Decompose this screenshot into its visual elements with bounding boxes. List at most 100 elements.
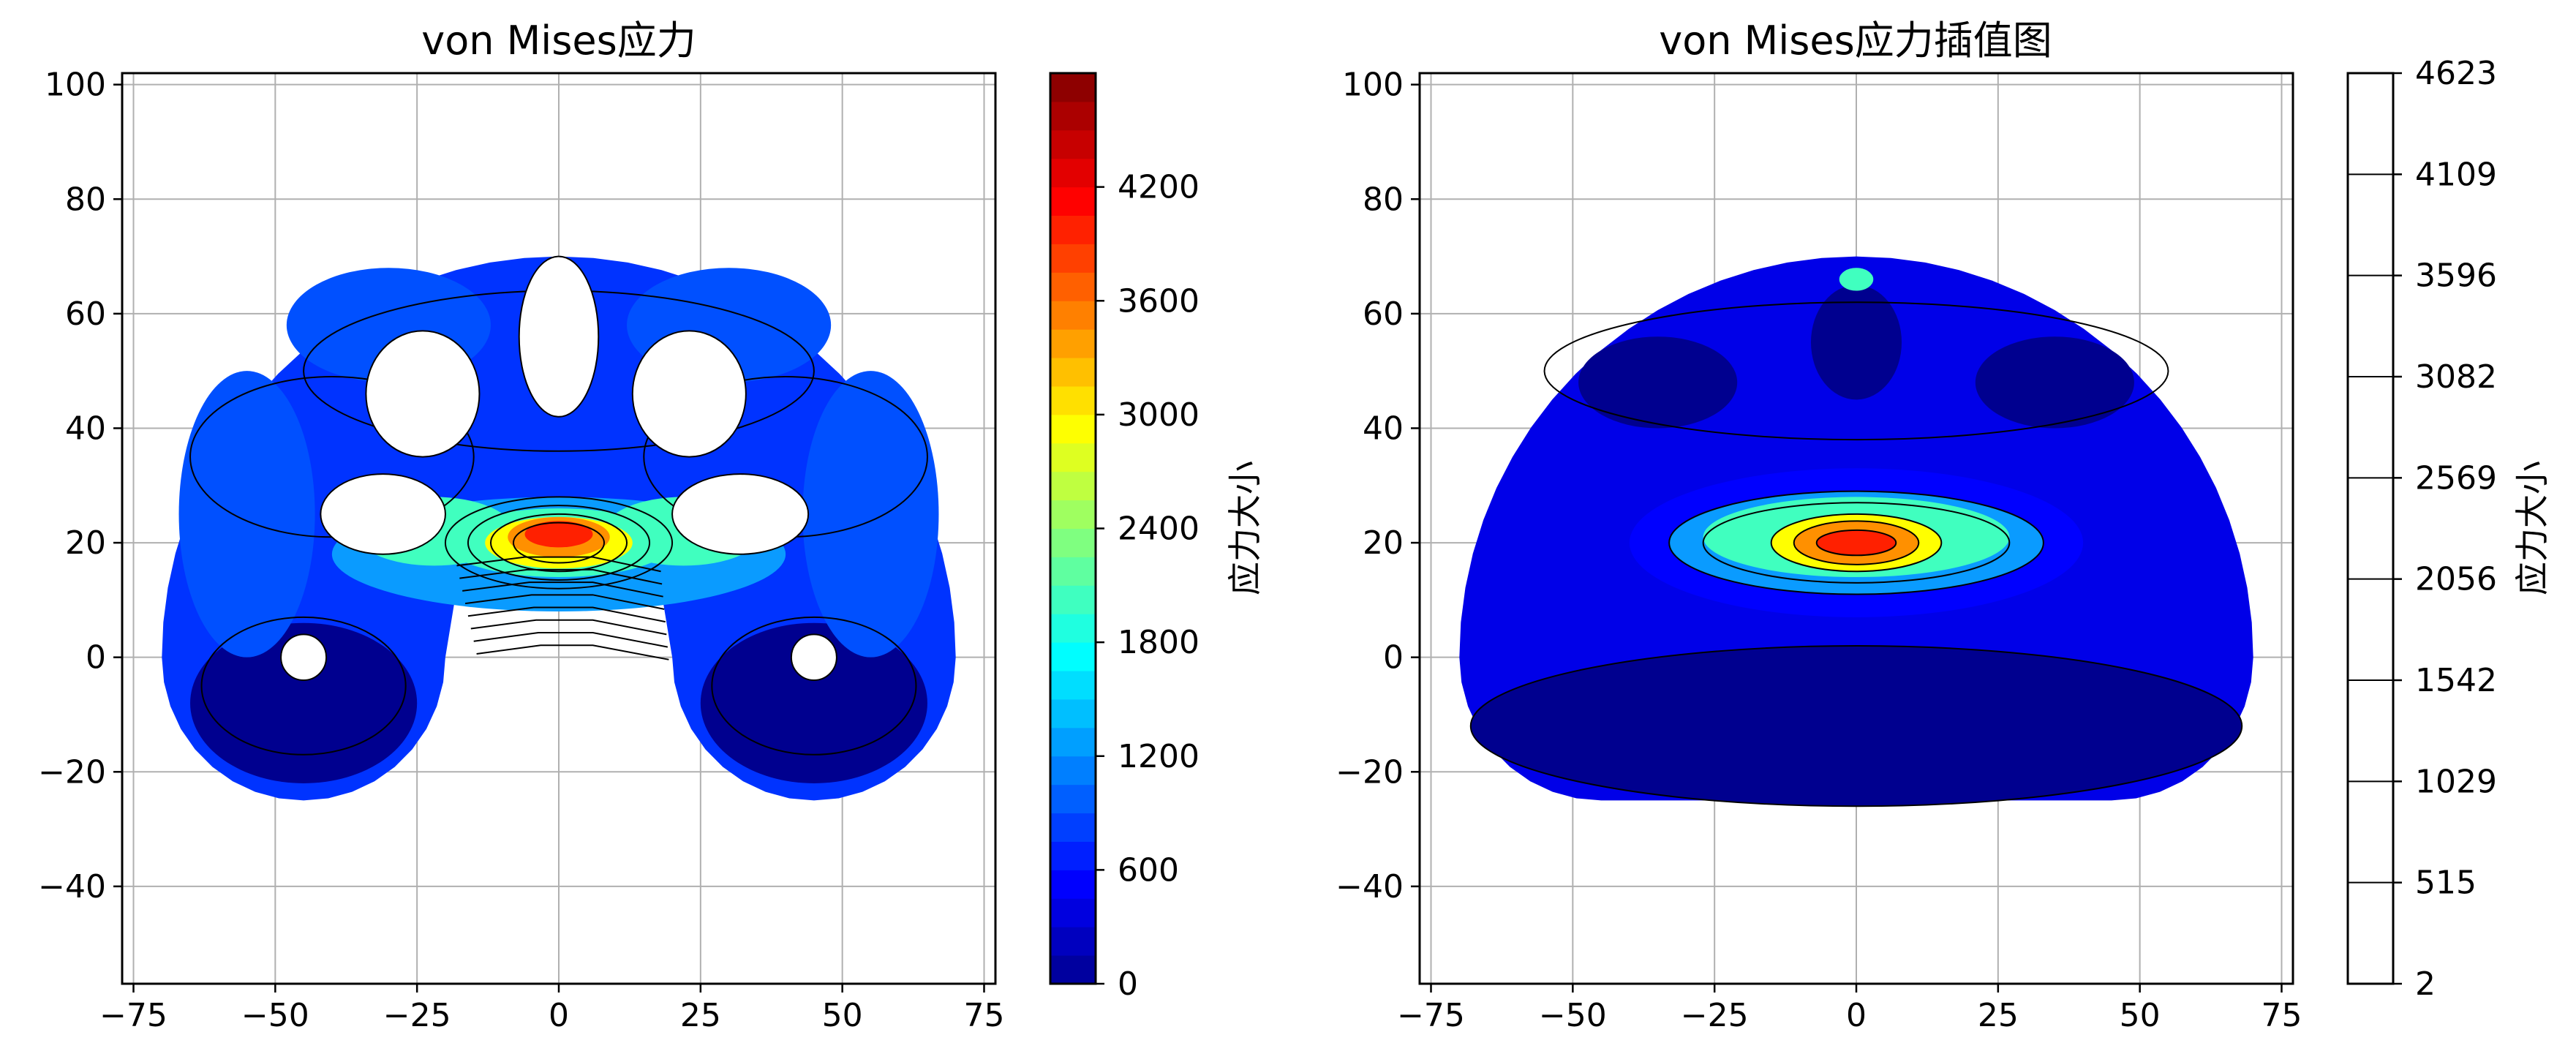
x-tick-label: −75 xyxy=(99,997,167,1034)
x-tick-label: 50 xyxy=(2120,997,2161,1034)
y-tick-label: 80 xyxy=(1363,181,1404,218)
contour-line xyxy=(200,616,407,756)
x-tick-label: 75 xyxy=(963,997,1004,1034)
colorbar-band xyxy=(1050,329,1096,358)
hatch-line xyxy=(473,632,669,648)
colorbar-band xyxy=(1050,101,1096,131)
colorbar-band xyxy=(1050,129,1096,159)
right-plot: −75 −50 −25 0 25 50 75 100 80 60 40 20 0 −20 −40 xyxy=(1336,67,2302,1034)
hatch-line xyxy=(464,594,665,610)
colorbar-band xyxy=(1050,841,1096,870)
colorbar-band xyxy=(1050,898,1096,927)
colorbar-band xyxy=(1050,698,1096,728)
contour-line xyxy=(711,616,917,756)
x-tick-label: 0 xyxy=(549,997,569,1034)
colorbar-tick-label: 1800 xyxy=(1118,624,1200,661)
contour-line xyxy=(1668,490,2044,595)
contour-line xyxy=(512,521,606,564)
colorbar-band xyxy=(1050,671,1096,700)
stress-band xyxy=(1470,646,2242,807)
colorbar-band xyxy=(1050,272,1096,301)
hatch-line xyxy=(467,606,666,623)
contour-line xyxy=(1770,513,1943,573)
colorbar-band xyxy=(1050,414,1096,444)
colorbar-tick-label: 1200 xyxy=(1118,738,1200,775)
hatch-line xyxy=(456,556,661,573)
colorbar-tick-label: 3596 xyxy=(2415,257,2497,295)
colorbar-band xyxy=(1050,385,1096,415)
colorbar-band xyxy=(1050,870,1096,899)
right-stress-bands xyxy=(1470,268,2242,807)
colorbar-tick-label: 3600 xyxy=(1118,282,1200,320)
colorbar-tick-label: 4200 xyxy=(1118,169,1200,206)
contour-line xyxy=(467,505,651,581)
right-title: von Mises应力插值图 xyxy=(1659,18,2052,64)
y-tick-label: 20 xyxy=(65,524,106,562)
hole xyxy=(365,330,481,458)
colorbar-band xyxy=(1050,158,1096,188)
colorbar-tick-label: 0 xyxy=(1118,965,1138,1003)
left-contour-field xyxy=(162,255,956,801)
colorbar-tick-label: 1542 xyxy=(2415,662,2497,699)
right-contour-field xyxy=(1459,256,2253,807)
left-colorbar-bands xyxy=(1050,73,1096,984)
hatch-line xyxy=(470,619,667,636)
right-y-ticks: 100 80 60 40 20 0 −20 −40 xyxy=(1336,67,1420,905)
colorbar-band xyxy=(1050,557,1096,586)
colorbar-band xyxy=(1050,614,1096,643)
colorbar-band xyxy=(1050,442,1096,472)
left-colorbar-label: 应力大小 xyxy=(1225,461,1265,595)
x-tick-label: −25 xyxy=(383,997,451,1034)
stress-band xyxy=(1839,268,1874,291)
colorbar-tick-label: 4623 xyxy=(2415,55,2497,92)
y-tick-label: −20 xyxy=(1336,753,1404,791)
colorbar-band xyxy=(1050,244,1096,273)
stress-band xyxy=(802,371,939,658)
colorbar-tick-label: 600 xyxy=(1118,851,1179,889)
y-tick-label: −40 xyxy=(38,868,106,905)
stress-band xyxy=(1975,336,2134,429)
colorbar-band xyxy=(1050,927,1096,956)
x-tick-label: 50 xyxy=(822,997,863,1034)
hatch-line xyxy=(476,644,669,660)
hole xyxy=(280,633,328,682)
hole xyxy=(671,473,810,555)
right-x-ticks: −75 −50 −25 0 25 50 75 xyxy=(1397,984,2302,1034)
colorbar-tick-label: 3082 xyxy=(2415,358,2497,396)
x-tick-label: −50 xyxy=(1539,997,1607,1034)
colorbar-band xyxy=(1050,585,1096,614)
right-colorbar-label: 应力大小 xyxy=(2512,461,2552,595)
contour-line xyxy=(1793,520,1920,565)
colorbar-band xyxy=(1050,727,1096,757)
y-tick-label: −40 xyxy=(1336,868,1404,905)
colorbar-band xyxy=(1050,500,1096,529)
y-tick-label: 20 xyxy=(1363,524,1404,562)
hole xyxy=(790,633,837,682)
colorbar-band xyxy=(1050,187,1096,216)
left-plot: −75 −50 −25 0 25 50 75 100 80 60 40 20 0 −20 −40 xyxy=(38,67,1004,1034)
stress-band xyxy=(1816,530,1897,556)
y-tick-label: 100 xyxy=(45,67,106,104)
left-title: von Mises应力 xyxy=(421,18,696,64)
x-tick-label: 25 xyxy=(1978,997,2019,1034)
colorbar-tick-label: 2400 xyxy=(1118,511,1200,548)
stress-band xyxy=(524,521,593,548)
hatch-line xyxy=(459,568,663,585)
left-y-ticks: 100 80 60 40 20 0 −20 −40 xyxy=(38,67,122,905)
colorbar-band xyxy=(1050,955,1096,984)
left-hatched-region xyxy=(456,556,669,660)
colorbar-band xyxy=(1050,215,1096,244)
colorbar-band xyxy=(1050,358,1096,387)
y-tick-label: 0 xyxy=(1383,639,1404,677)
right-colorbar-frame xyxy=(2346,72,2395,985)
colorbar-band xyxy=(1050,528,1096,557)
y-tick-label: 60 xyxy=(65,295,106,333)
y-tick-label: 40 xyxy=(1363,410,1404,447)
contour-line xyxy=(1702,502,2011,584)
y-tick-label: 60 xyxy=(1363,295,1404,333)
hatch-line xyxy=(462,581,663,598)
y-tick-label: 0 xyxy=(86,639,106,677)
hole xyxy=(631,330,747,458)
colorbar-tick-label: 4109 xyxy=(2415,156,2497,193)
